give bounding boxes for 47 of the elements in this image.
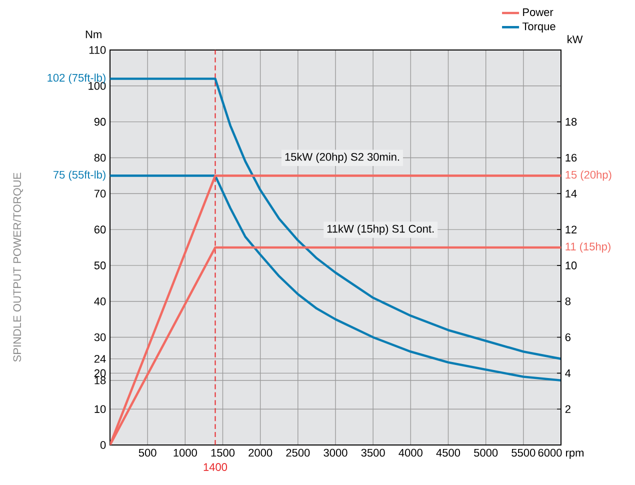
annotation: 15kW (20hp) S2 30min. bbox=[285, 152, 400, 163]
y-tick-label: 110 bbox=[89, 46, 106, 54]
y-tick-label: 90 bbox=[94, 118, 106, 126]
y2-tick-label: 18 bbox=[566, 118, 577, 126]
y-axis-title: SPINDLE OUTPUT POWER/TORQUE bbox=[12, 172, 24, 362]
x-tick-label: 5500 bbox=[512, 448, 536, 457]
annotation: 11kW (15hp) S1 Cont. bbox=[327, 224, 434, 235]
y2-tick-label: 14 bbox=[566, 190, 577, 198]
y-tick-label: 24 bbox=[94, 354, 106, 363]
legend-label: Torque bbox=[522, 22, 556, 32]
ref-line-label: 1400 bbox=[204, 463, 228, 471]
y-tick-label: 102 (75ft-lb) bbox=[48, 74, 106, 84]
x-tick-label: 3000 bbox=[324, 448, 348, 457]
x-tick-label: 6000 rpm bbox=[538, 448, 584, 459]
x-tick-label: 5000 bbox=[474, 448, 498, 457]
y2-tick-label: 15 (20hp) bbox=[566, 170, 612, 181]
x-tick-label: 4500 bbox=[436, 448, 460, 457]
y-tick-label: 60 bbox=[94, 226, 106, 234]
y-tick-label: 50 bbox=[94, 262, 106, 270]
x-tick-label: 3500 bbox=[361, 448, 385, 457]
legend-label: Power bbox=[523, 8, 554, 16]
y-tick-label: 10 bbox=[94, 405, 106, 413]
y2-tick-label: 11 (15hp) bbox=[566, 242, 610, 253]
text: Nm bbox=[86, 30, 102, 38]
y-tick-label: 18 bbox=[94, 376, 106, 384]
y-tick-label: 0 bbox=[100, 441, 106, 449]
x-tick-label: 2000 bbox=[248, 448, 272, 457]
x-tick-label: 1000 bbox=[174, 448, 197, 457]
y-tick-label: 40 bbox=[94, 297, 106, 306]
y-tick-label: 70 bbox=[94, 190, 106, 198]
y-tick-label: 20 bbox=[94, 369, 106, 378]
y-tick-label: 100 bbox=[88, 82, 106, 90]
x-tick-label: 1500 bbox=[211, 448, 235, 457]
y-tick-label: 30 bbox=[94, 333, 106, 342]
y-tick-label: 80 bbox=[94, 154, 106, 162]
y2-tick-label: 16 bbox=[566, 154, 577, 162]
x-tick-label: 4000 bbox=[398, 448, 422, 457]
x-tick-label: 2500 bbox=[286, 448, 310, 457]
y2-tick-label: 12 bbox=[566, 226, 577, 234]
y2-tick-label: 4 bbox=[565, 369, 571, 377]
x-tick-label: 500 bbox=[138, 448, 156, 457]
y2-tick-label: 8 bbox=[565, 297, 571, 306]
y2-axis-title: kW bbox=[568, 35, 583, 44]
y2-tick-label: 6 bbox=[565, 333, 571, 342]
y2-tick-label: 2 bbox=[565, 405, 570, 413]
y2-tick-label: 10 bbox=[566, 262, 577, 270]
y-tick-label: 75 (55ft-lb) bbox=[54, 170, 106, 181]
